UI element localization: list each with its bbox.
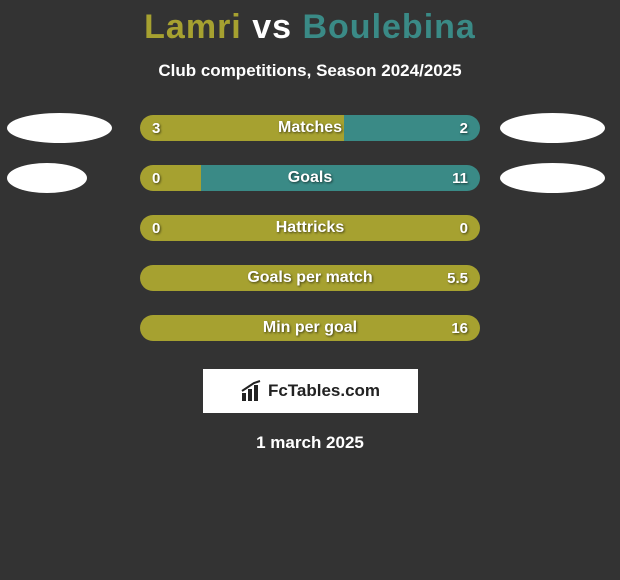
stat-value-left: 0 (152, 170, 160, 187)
stat-label: Matches (140, 119, 480, 137)
stat-value-right: 0 (460, 220, 468, 237)
brand-chart-icon (240, 379, 264, 403)
stat-bar: Min per goal16 (140, 315, 480, 341)
player1-ellipse (7, 163, 87, 193)
page-title: Lamri vs Boulebina (0, 8, 620, 47)
player1-ellipse (7, 113, 112, 143)
stat-label: Hattricks (140, 219, 480, 237)
stat-value-right: 5.5 (447, 270, 468, 287)
stat-bar: Goals per match5.5 (140, 265, 480, 291)
stat-value-left: 3 (152, 120, 160, 137)
stat-value-right: 11 (452, 170, 468, 187)
stat-bar: Matches3 2 (140, 115, 480, 141)
stats-rows: Matches32Goals011Hattricks00Goals per ma… (0, 115, 620, 341)
stat-row: Goals0 11 (0, 165, 620, 191)
subtitle: Club competitions, Season 2024/2025 (0, 61, 620, 81)
player2-name: Boulebina (302, 8, 475, 46)
player1-name: Lamri (144, 8, 242, 46)
stat-bar: Hattricks0 0 (140, 215, 480, 241)
stat-value-left: 0 (152, 220, 160, 237)
stat-label: Min per goal (140, 319, 480, 337)
brand-badge: FcTables.com (203, 369, 418, 413)
stats-card: Lamri vs Boulebina Club competitions, Se… (0, 0, 620, 453)
stat-row: Hattricks0 0 (0, 215, 620, 241)
stat-row: Goals per match5.5 (0, 265, 620, 291)
stat-label: Goals per match (140, 269, 480, 287)
stat-row: Min per goal16 (0, 315, 620, 341)
stat-row: Matches3 2 (0, 115, 620, 141)
stat-value-right: 16 (451, 320, 468, 337)
date-text: 1 march 2025 (0, 433, 620, 453)
stat-value-right: 2 (460, 120, 468, 137)
vs-text: vs (252, 8, 292, 46)
stat-label: Goals (140, 169, 480, 187)
player2-ellipse (500, 113, 605, 143)
brand-text: FcTables.com (268, 381, 380, 401)
player2-ellipse (500, 163, 605, 193)
stat-bar: Goals0 11 (140, 165, 480, 191)
